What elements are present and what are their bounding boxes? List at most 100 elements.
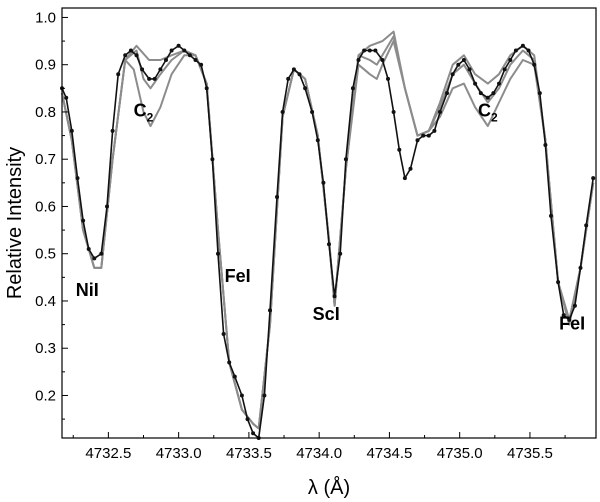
data-point xyxy=(380,58,385,62)
data-point xyxy=(350,86,355,91)
data-point xyxy=(232,374,237,379)
data-point xyxy=(391,110,396,114)
data-point xyxy=(532,62,537,67)
data-point xyxy=(445,91,449,96)
data-point xyxy=(210,157,215,162)
data-point xyxy=(315,138,320,143)
data-point xyxy=(245,417,250,422)
data-point xyxy=(362,48,367,53)
data-point xyxy=(216,251,220,256)
y-tick-label: 0.3 xyxy=(35,340,56,357)
x-axis-title: λ (Å) xyxy=(308,476,350,499)
line-label: NiI xyxy=(76,280,99,300)
data-point xyxy=(456,62,461,67)
annotation-layer: NiI C2 FeI ScI C2 FeI xyxy=(76,101,585,334)
y-tick-label: 0.6 xyxy=(35,198,56,215)
plot-frame xyxy=(61,7,597,439)
data-point xyxy=(408,166,413,171)
data-point xyxy=(450,72,455,77)
line-label-subscript: 2 xyxy=(147,111,154,125)
line-label: FeI xyxy=(225,266,251,286)
data-point xyxy=(526,48,531,53)
data-point xyxy=(128,48,133,53)
data-point xyxy=(105,204,109,209)
data-point xyxy=(123,53,128,58)
line-label: ScI xyxy=(313,304,340,324)
line-label: C2 xyxy=(134,101,154,125)
data-point xyxy=(343,157,348,162)
data-point xyxy=(64,95,69,100)
data-point xyxy=(291,67,296,72)
data-point xyxy=(397,147,402,152)
data-point xyxy=(69,128,74,133)
data-point xyxy=(297,72,302,77)
y-tick-label: 0.2 xyxy=(35,387,56,404)
data-point xyxy=(513,48,518,53)
data-point xyxy=(502,67,507,72)
x-tick-label: 4734.0 xyxy=(296,445,342,462)
data-point xyxy=(227,360,232,365)
data-point xyxy=(386,76,390,81)
x-tick-label: 4733.0 xyxy=(156,445,202,462)
data-point xyxy=(561,313,566,318)
line-label: FeI xyxy=(559,313,585,333)
data-point xyxy=(134,53,139,58)
data-point xyxy=(268,308,272,313)
x-tick-label: 4733.5 xyxy=(226,445,272,462)
data-point xyxy=(338,251,343,256)
data-point xyxy=(473,81,478,86)
data-point xyxy=(327,242,331,247)
data-point xyxy=(421,133,426,138)
data-point xyxy=(81,218,86,223)
data-point xyxy=(467,67,472,72)
data-point xyxy=(310,110,315,114)
axis-layer: 4732.5 4733.0 4733.5 4734.0 4734.5 4735.0 4735… xyxy=(35,7,597,462)
data-point xyxy=(537,91,542,96)
data-point xyxy=(578,265,583,270)
y-tick-label: 0.8 xyxy=(35,104,56,121)
data-point xyxy=(584,223,589,228)
data-point xyxy=(164,58,168,62)
data-point xyxy=(438,110,442,114)
data-point xyxy=(158,67,163,72)
y-tick-label: 0.4 xyxy=(35,293,56,310)
data-point xyxy=(182,48,187,53)
data-point xyxy=(373,48,378,53)
data-point xyxy=(262,393,267,398)
data-point xyxy=(286,76,291,81)
data-point xyxy=(140,67,145,72)
data-point xyxy=(147,76,152,81)
data-point xyxy=(402,176,407,181)
data-point xyxy=(110,128,115,133)
data-point xyxy=(556,280,561,285)
data-point xyxy=(321,180,326,185)
line-label: C2 xyxy=(478,101,498,125)
data-point xyxy=(92,256,97,261)
y-tick-label: 0.9 xyxy=(35,57,56,74)
y-tick-label: 0.5 xyxy=(35,246,56,263)
data-point xyxy=(461,58,466,62)
x-tick-label: 4732.5 xyxy=(85,445,131,462)
data-point xyxy=(549,213,553,218)
data-point xyxy=(251,431,256,436)
data-point xyxy=(193,58,198,62)
x-tick-label: 4735.0 xyxy=(437,445,483,462)
y-tick-label: 0.7 xyxy=(35,151,56,168)
data-point xyxy=(75,176,80,181)
data-point xyxy=(567,317,572,322)
y-axis-title: Relative Intensity xyxy=(4,147,26,299)
data-point xyxy=(432,128,437,133)
x-tick-label: 4735.5 xyxy=(507,445,553,462)
data-point xyxy=(199,62,204,67)
data-point xyxy=(572,303,577,308)
line-label-subscript: 2 xyxy=(491,111,498,125)
data-point xyxy=(169,48,174,53)
data-point xyxy=(478,91,483,96)
data-point xyxy=(280,110,285,114)
data-point xyxy=(367,48,372,53)
data-point xyxy=(99,251,104,256)
data-point xyxy=(116,72,121,77)
data-point xyxy=(508,58,513,62)
y-tick-label: 1.0 xyxy=(35,9,56,26)
